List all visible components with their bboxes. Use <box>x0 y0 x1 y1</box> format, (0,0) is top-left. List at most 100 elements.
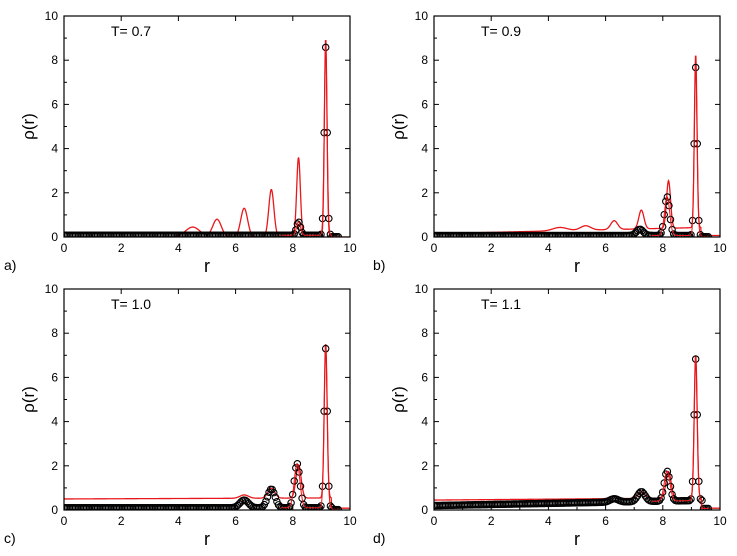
y-axis-label: ρ(r) <box>389 386 408 413</box>
series-line <box>434 55 720 237</box>
x-tick-label: 2 <box>118 241 125 255</box>
y-tick-label: 4 <box>51 415 58 429</box>
x-axis-label: r <box>204 256 210 276</box>
x-tick-label: 8 <box>659 241 666 255</box>
data-point <box>658 488 667 496</box>
data-point <box>666 482 675 491</box>
x-tick-label: 8 <box>289 514 296 528</box>
y-tick-label: 4 <box>421 142 428 156</box>
data-point <box>270 488 278 497</box>
data-point <box>687 495 695 503</box>
chart-panel-2: 0 2 4 6 8 10 0 2 4 6 8 10 r ρ(r) T= 0.9 b) <box>373 9 727 276</box>
data-point <box>663 467 672 476</box>
x-tick-label: 4 <box>175 514 182 528</box>
x-tick-label: 0 <box>61 241 68 255</box>
x-tick-label: 6 <box>232 241 239 255</box>
marker-trace <box>651 67 709 237</box>
series-markers <box>64 344 343 510</box>
y-tick-label: 8 <box>421 53 428 67</box>
data-point <box>287 499 295 507</box>
x-tick-label: 4 <box>545 514 552 528</box>
x-tick-label: 10 <box>713 241 727 255</box>
x-tick-label: 6 <box>232 514 239 528</box>
plot-area <box>64 344 350 510</box>
y-tick-label: 2 <box>421 186 428 200</box>
y-tick-label: 0 <box>421 503 428 517</box>
data-point <box>668 225 676 234</box>
data-point <box>687 230 695 237</box>
panel-label: c) <box>4 530 16 546</box>
x-tick-label: 6 <box>602 241 609 255</box>
x-tick-label: 4 <box>545 241 552 255</box>
data-point <box>263 493 272 501</box>
plot-area <box>434 55 720 237</box>
y-axis-label: ρ(r) <box>389 113 408 140</box>
panel-label: d) <box>373 530 385 546</box>
panel-label: a) <box>4 257 16 273</box>
x-tick-label: 4 <box>175 241 182 255</box>
temperature-annotation: T= 1.1 <box>481 296 521 312</box>
chart-panel-4: 0 2 4 6 8 10 0 2 4 6 8 10 r ρ(r) T= 1.1 d) <box>373 282 727 549</box>
chart-panel-3: 0 2 4 6 8 10 0 2 4 6 8 10 r ρ(r) T= 1.0 c) <box>4 282 357 549</box>
y-axis-label: ρ(r) <box>19 113 38 140</box>
y-tick-label: 8 <box>51 53 58 67</box>
y-tick-label: 0 <box>51 503 58 517</box>
data-point <box>696 495 705 503</box>
chart-panel-1: 0 2 4 6 8 10 0 2 4 6 8 10 r ρ(r) T= 0.7 a) <box>4 9 357 276</box>
x-tick-label: 10 <box>343 514 357 528</box>
temperature-annotation: T= 1.0 <box>111 296 151 312</box>
series-markers <box>64 43 343 237</box>
data-point <box>663 193 672 201</box>
y-tick-label: 2 <box>51 186 58 200</box>
data-point <box>290 230 298 237</box>
y-tick-label: 6 <box>51 370 58 384</box>
x-tick-label: 2 <box>118 514 125 528</box>
y-tick-label: 10 <box>45 9 59 23</box>
series-line <box>434 355 720 509</box>
y-tick-label: 6 <box>421 97 428 111</box>
marker-trace <box>281 47 339 237</box>
x-tick-label: 0 <box>431 241 438 255</box>
x-tick-label: 10 <box>343 241 357 255</box>
marker-trace <box>651 358 709 510</box>
y-tick-label: 6 <box>51 97 58 111</box>
x-tick-label: 2 <box>488 514 495 528</box>
series-line <box>64 39 350 237</box>
y-axis-label: ρ(r) <box>19 386 38 413</box>
data-point <box>293 460 302 468</box>
y-tick-label: 4 <box>421 415 428 429</box>
axes-frame <box>433 15 721 238</box>
data-point <box>262 497 270 506</box>
series-markers <box>434 355 713 510</box>
axes-frame <box>433 288 721 511</box>
data-point <box>296 223 305 231</box>
axes-frame <box>63 288 351 511</box>
y-tick-label: 10 <box>45 282 59 296</box>
y-tick-label: 8 <box>421 326 428 340</box>
plot-area <box>64 39 350 237</box>
y-tick-label: 10 <box>415 9 429 23</box>
y-tick-label: 4 <box>51 142 58 156</box>
x-tick-label: 2 <box>488 241 495 255</box>
x-axis-label: r <box>574 256 580 276</box>
y-tick-label: 6 <box>421 370 428 384</box>
x-axis-label: r <box>574 529 580 549</box>
y-tick-label: 8 <box>51 326 58 340</box>
x-tick-label: 8 <box>289 241 296 255</box>
temperature-annotation: T= 0.7 <box>111 23 151 39</box>
y-tick-label: 0 <box>51 230 58 244</box>
data-point <box>668 490 676 499</box>
y-tick-label: 0 <box>421 230 428 244</box>
x-tick-label: 0 <box>61 514 68 528</box>
marker-trace <box>281 348 339 510</box>
plot-area <box>434 355 720 510</box>
y-tick-label: 2 <box>51 459 58 473</box>
axes-frame <box>63 15 351 238</box>
y-tick-label: 10 <box>415 282 429 296</box>
series-line <box>64 344 350 509</box>
x-tick-label: 10 <box>713 514 727 528</box>
y-tick-label: 2 <box>421 459 428 473</box>
data-point <box>271 493 280 502</box>
x-tick-label: 8 <box>659 514 666 528</box>
